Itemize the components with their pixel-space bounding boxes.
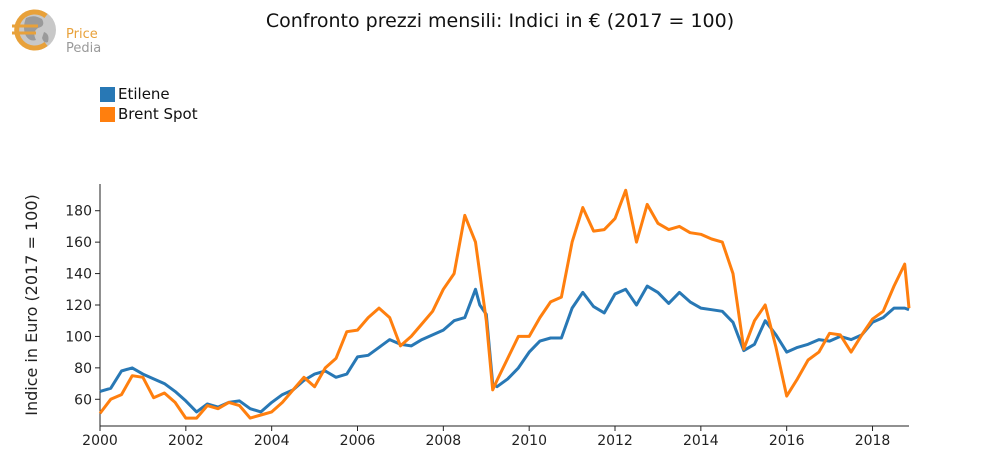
x-tick-label: 2012 (597, 433, 633, 449)
legend-label-brent-spot: Brent Spot (118, 105, 198, 123)
euro-globe-icon (12, 9, 56, 51)
y-tick-label: 100 (65, 329, 92, 345)
legend-swatch-brent-spot (100, 106, 115, 122)
logo-text-price: Price (66, 27, 98, 42)
y-tick-label: 160 (65, 235, 92, 251)
logo-text-pedia: Pedia (66, 41, 102, 56)
pricepedia-logo: Price Pedia (8, 6, 128, 56)
x-tick-label: 2004 (254, 433, 290, 449)
legend-swatch-etilene (100, 86, 115, 102)
x-tick-label: 2014 (683, 433, 719, 449)
legend-item-etilene[interactable]: Etilene (100, 84, 198, 104)
y-tick-label: 140 (65, 267, 92, 283)
y-tick-label: 120 (65, 298, 92, 314)
y-axis-title: Indice in Euro (2017 = 100) (22, 194, 41, 416)
x-tick-label: 2002 (168, 433, 204, 449)
chart-axes: 60 80 100 120 140 160 180 2000 2002 2004 2006 2008 2… (65, 184, 909, 449)
legend-label-etilene: Etilene (118, 85, 170, 103)
chart-legend: Etilene Brent Spot (100, 84, 198, 124)
x-tick-label: 2016 (769, 433, 805, 449)
y-tick-label: 60 (74, 392, 92, 408)
x-tick-label: 2008 (426, 433, 462, 449)
chart-series (98, 188, 911, 420)
y-tick-label: 80 (74, 361, 92, 377)
chart-title: Confronto prezzi mensili: Indici in € (2… (265, 10, 735, 32)
series-line-etilene (99, 284, 910, 414)
y-tick-label: 180 (65, 204, 92, 220)
x-tick-label: 2000 (82, 433, 118, 449)
x-tick-label: 2006 (340, 433, 376, 449)
series-line-brent-spot (98, 188, 911, 420)
x-tick-label: 2018 (855, 433, 891, 449)
legend-item-brent-spot[interactable]: Brent Spot (100, 104, 198, 124)
x-tick-label: 2010 (511, 433, 547, 449)
